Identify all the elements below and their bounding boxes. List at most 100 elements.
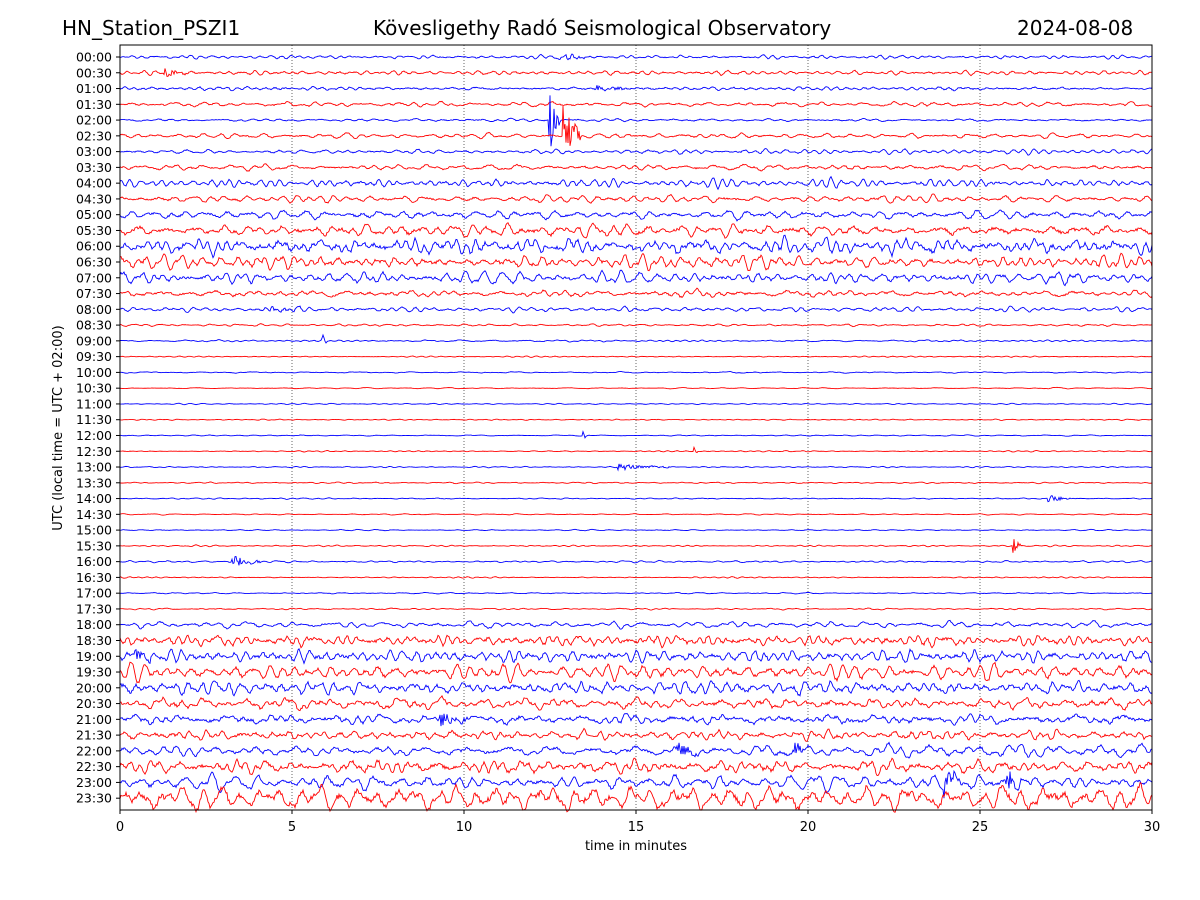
trace-1430: [119, 513, 1153, 516]
y-tick-label: 01:30: [76, 97, 112, 112]
trace-1030: [119, 386, 1153, 390]
x-tick-label: 25: [972, 820, 989, 835]
trace-1930: [119, 661, 1153, 684]
trace-2230: [119, 757, 1153, 776]
y-tick-label: 01:00: [76, 81, 112, 96]
trace-1630: [119, 576, 1153, 579]
y-tick-label: 16:30: [76, 570, 112, 585]
trace-0500: [119, 209, 1153, 222]
trace-0930: [119, 355, 1153, 358]
y-tick-label: 19:30: [76, 665, 112, 680]
trace-1130: [119, 418, 1153, 421]
trace-2000: [119, 679, 1153, 697]
y-tick-label: 20:30: [76, 696, 112, 711]
y-tick-label: 06:30: [76, 255, 112, 270]
y-tick-label: 15:00: [76, 523, 112, 538]
y-tick-label: 11:00: [76, 396, 112, 411]
y-tick-label: 06:00: [76, 239, 112, 254]
y-tick-label: 08:30: [76, 318, 112, 333]
y-tick-label: 23:00: [76, 775, 112, 790]
y-tick-label: 22:30: [76, 759, 112, 774]
trace-1600: [119, 556, 1152, 566]
trace-0600: [119, 234, 1153, 259]
trace-0630: [119, 252, 1153, 272]
y-tick-label: 10:30: [76, 381, 112, 396]
trace-0430: [119, 193, 1153, 204]
trace-2330: [119, 782, 1153, 814]
y-tick-label: 14:00: [76, 491, 112, 506]
y-tick-label: 02:00: [76, 113, 112, 128]
trace-2030: [119, 695, 1153, 712]
trace-1400: [119, 494, 1153, 503]
y-tick-label: 20:00: [76, 680, 112, 695]
y-tick-label: 09:00: [76, 333, 112, 348]
y-tick-label: 04:30: [76, 191, 112, 206]
y-tick-label: 00:00: [76, 50, 112, 65]
trace-2100: [119, 712, 1153, 727]
y-tick-label: 19:00: [76, 649, 112, 664]
y-tick-label: 13:30: [76, 475, 112, 490]
y-tick-label: 12:30: [76, 444, 112, 459]
x-tick-label: 0: [116, 820, 124, 835]
x-tick-label: 15: [628, 820, 645, 835]
y-tick-label: 17:00: [76, 586, 112, 601]
y-tick-label: 00:30: [76, 65, 112, 80]
x-tick-label: 30: [1144, 820, 1161, 835]
trace-0900: [120, 333, 1153, 344]
trace-0130: [119, 100, 1153, 108]
trace-1330: [119, 481, 1153, 485]
trace-2300: [119, 769, 1153, 799]
y-tick-label: 05:30: [76, 223, 112, 238]
x-axis-label: time in minutes: [585, 839, 687, 854]
y-tick-label: 04:00: [76, 176, 112, 191]
trace-0400: [119, 175, 1153, 191]
trace-1830: [119, 634, 1153, 649]
y-tick-label: 13:00: [76, 460, 112, 475]
y-tick-label: 11:30: [76, 412, 112, 427]
trace-1530: [119, 539, 1153, 553]
trace-1230: [119, 445, 1153, 454]
y-tick-label: 14:30: [76, 507, 112, 522]
y-tick-label: 18:00: [76, 617, 112, 632]
station-title: HN_Station_PSZI1: [62, 16, 241, 40]
y-tick-label: 05:00: [76, 207, 112, 222]
y-tick-label: 10:00: [76, 365, 112, 380]
y-tick-label: 07:30: [76, 286, 112, 301]
trace-1500: [119, 528, 1153, 532]
trace-0300: [119, 148, 1153, 156]
trace-0730: [119, 287, 1153, 299]
trace-0230: [119, 106, 1153, 146]
trace-1100: [119, 402, 1153, 406]
trace-1200: [119, 430, 1153, 439]
trace-0000: [119, 53, 1153, 61]
y-axis-label: UTC (local time = UTC + 02:00): [51, 325, 66, 530]
x-tick-label: 10: [456, 820, 473, 835]
trace-2130: [119, 727, 1153, 742]
observatory-title: Kövesligethy Radó Seismological Observat…: [373, 16, 832, 40]
y-tick-label: 09:30: [76, 349, 112, 364]
trace-0700: [119, 269, 1153, 287]
trace-0030: [119, 68, 1153, 77]
y-tick-label: 23:30: [76, 791, 112, 806]
y-tick-label: 02:30: [76, 128, 112, 143]
y-tick-label: 08:00: [76, 302, 112, 317]
y-tick-label: 15:30: [76, 538, 112, 553]
trace-1000: [119, 370, 1153, 374]
trace-0830: [119, 323, 1153, 328]
date-title: 2024-08-08: [1017, 16, 1134, 40]
x-tick-label: 5: [288, 820, 296, 835]
trace-0800: [119, 305, 1153, 314]
y-tick-label: 03:30: [76, 160, 112, 175]
y-tick-label: 03:00: [76, 144, 112, 159]
plot-frame: [119, 44, 1153, 811]
y-tick-label: 17:30: [76, 601, 112, 616]
y-tick-label: 16:00: [76, 554, 112, 569]
y-tick-label: 18:30: [76, 633, 112, 648]
x-tick-label: 20: [800, 820, 817, 835]
y-tick-label: 12:00: [76, 428, 112, 443]
y-tick-label: 07:00: [76, 270, 112, 285]
y-tick-label: 21:00: [76, 712, 112, 727]
trace-1730: [119, 607, 1153, 611]
trace-1800: [119, 619, 1153, 630]
